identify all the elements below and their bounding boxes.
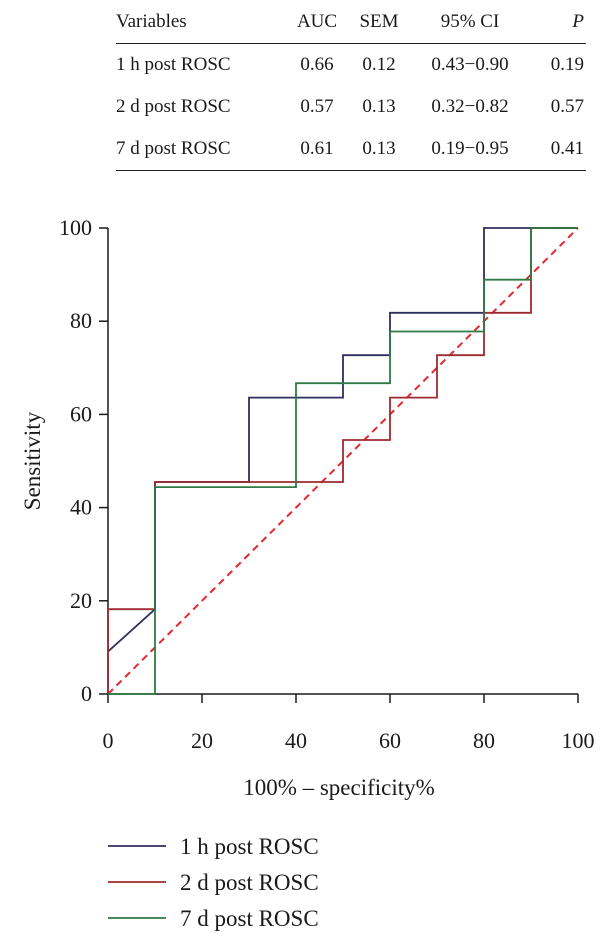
table-cell: 0.57 <box>300 96 334 117</box>
legend-label: 7 d post ROSC <box>180 906 319 931</box>
y-axis-label: Sensitivity <box>20 411 45 510</box>
table-cell: 0.19−0.95 <box>410 128 530 171</box>
y-tick-label: 20 <box>70 588 92 613</box>
x-tick-label: 100 <box>562 728 595 753</box>
y-tick-label: 40 <box>70 495 92 520</box>
x-tick-label: 40 <box>285 728 307 753</box>
y-tick-label: 100 <box>59 215 92 240</box>
table-cell: 0.41 <box>530 128 586 171</box>
x-tick-label: 80 <box>473 728 495 753</box>
column-header-variables: Variables <box>116 0 286 44</box>
legend-label: 1 h post ROSC <box>180 834 319 859</box>
x-axis-label: 100% – specificity% <box>243 775 435 800</box>
y-tick-label: 0 <box>81 681 92 706</box>
table-cell: 0.66 <box>300 54 334 75</box>
x-tick-label: 60 <box>379 728 401 753</box>
table-cell: 0.12 <box>362 54 396 75</box>
roc-series-line-3 <box>108 227 578 695</box>
table-cell: 0.43−0.90 <box>431 54 509 75</box>
x-tick-label: 20 <box>191 728 213 753</box>
column-header-auc: AUC <box>286 0 348 44</box>
table-cell: 0.32−0.82 <box>431 96 509 117</box>
table-row: 1 h post ROSC 0.66 0.12 0.43−0.90 0.19 <box>116 44 586 87</box>
table-cell: 7 d post ROSC <box>116 128 286 171</box>
x-tick-label: 0 <box>103 728 114 753</box>
table-row: 7 d post ROSC 0.61 0.13 0.19−0.95 0.41 <box>116 128 586 171</box>
table-cell: 1 h post ROSC <box>116 54 231 75</box>
column-header-ci: 95% CI <box>410 0 530 44</box>
table-cell: 0.13 <box>348 128 410 171</box>
column-header-sem: SEM <box>348 0 410 44</box>
column-header-p: P <box>530 0 586 44</box>
table-cell: 0.19 <box>550 54 584 75</box>
table-cell: 0.57 <box>550 96 584 117</box>
table-header-row: Variables AUC SEM 95% CI P <box>116 0 586 44</box>
table-row: 2 d post ROSC 0.57 0.13 0.32−0.82 0.57 <box>116 86 586 128</box>
table-cell: 2 d post ROSC <box>116 96 231 117</box>
y-tick-label: 80 <box>70 308 92 333</box>
stats-table: Variables AUC SEM 95% CI P 1 h post ROSC… <box>116 0 586 171</box>
table-cell: 0.61 <box>286 128 348 171</box>
table-cell: 0.13 <box>362 96 396 117</box>
y-tick-label: 60 <box>70 401 92 426</box>
legend-label: 2 d post ROSC <box>180 870 319 895</box>
